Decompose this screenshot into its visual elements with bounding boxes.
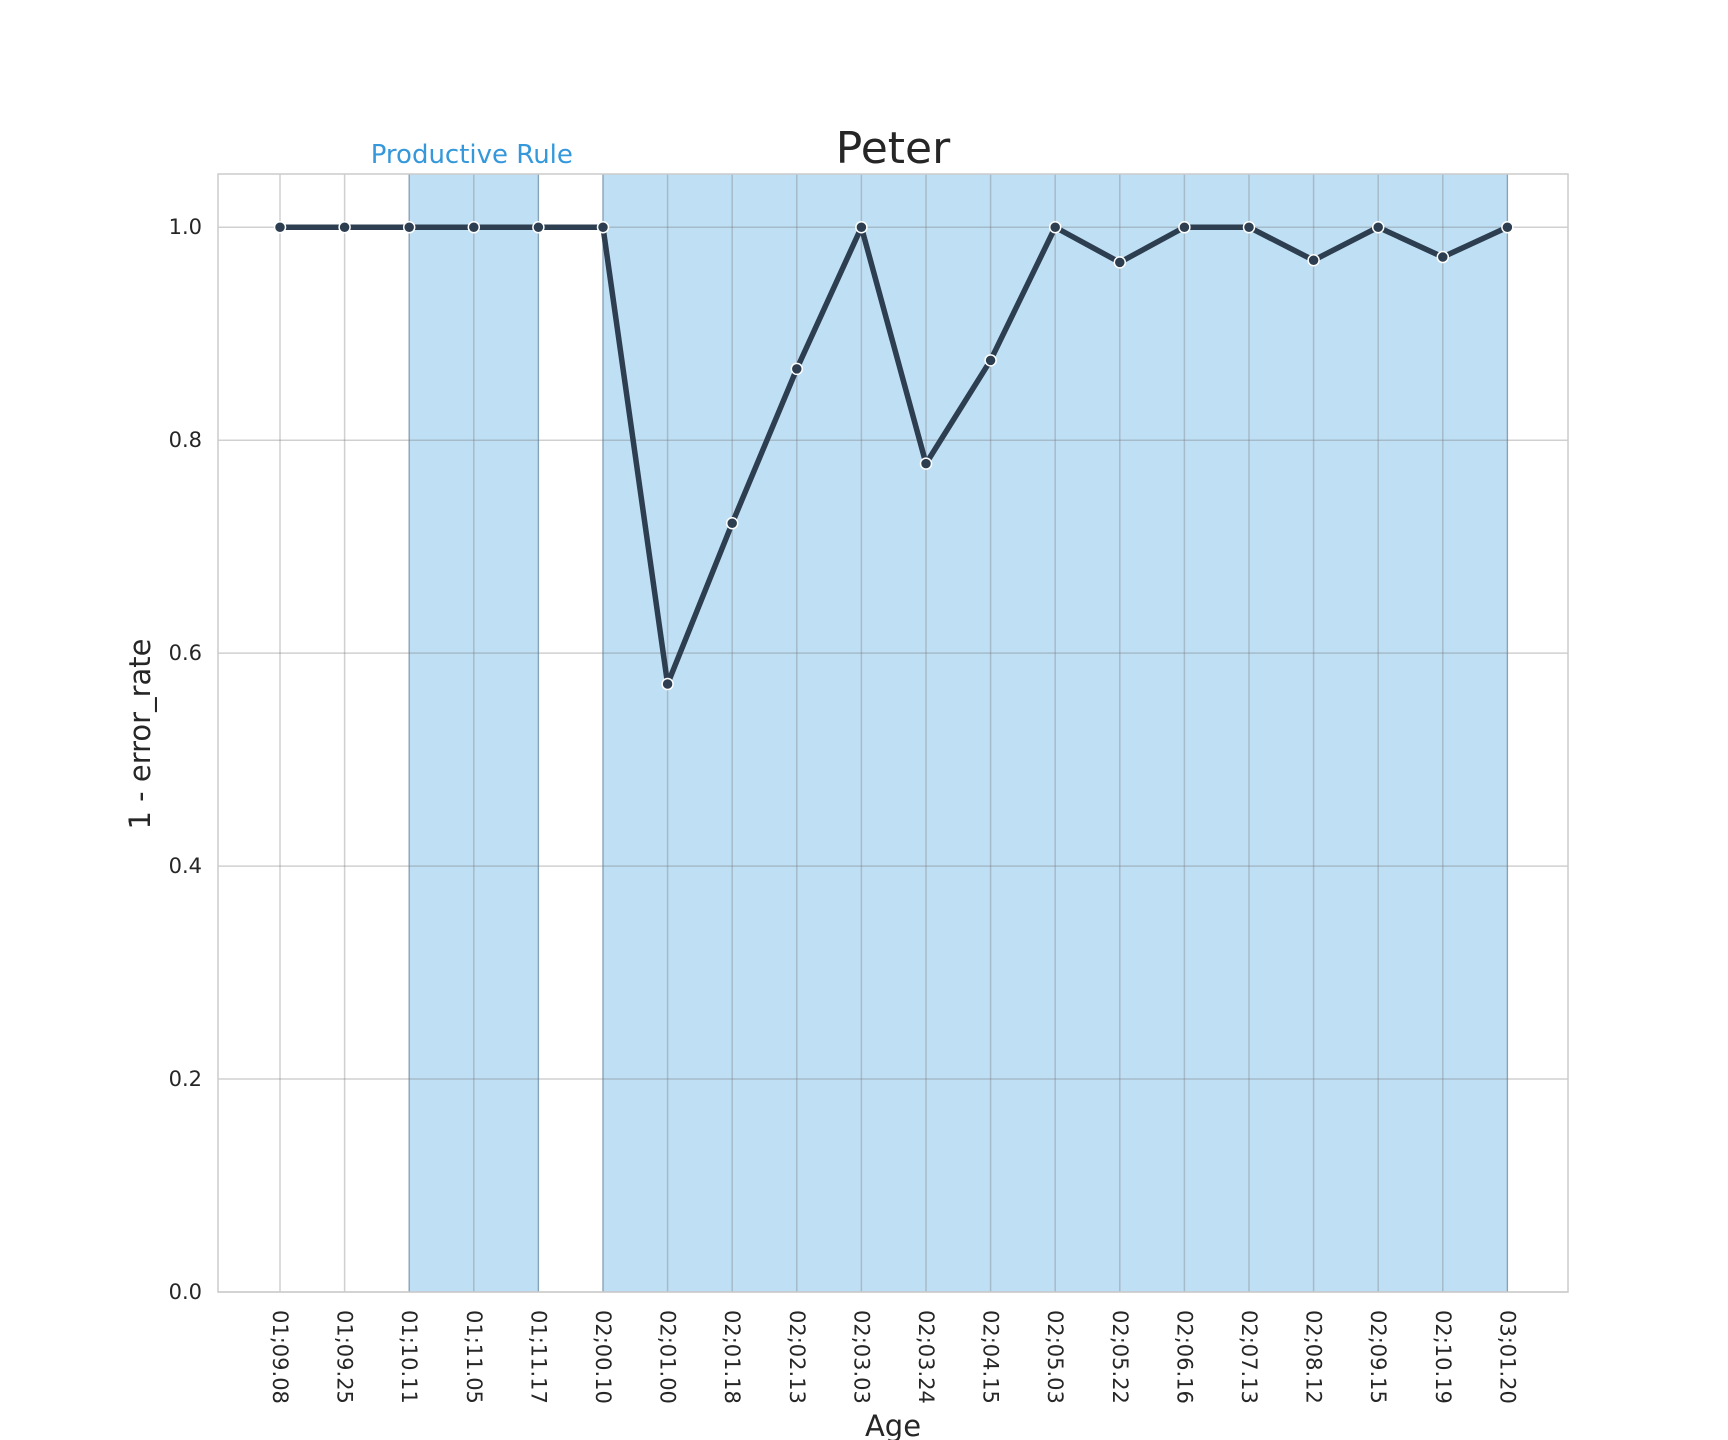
data-point — [855, 220, 868, 234]
x-tick-label: 01;09.25 — [333, 1310, 357, 1404]
plot-frame — [217, 173, 1569, 1293]
x-tick-label: 02;09.15 — [1366, 1310, 1390, 1404]
x-axis-label: Age — [865, 1409, 921, 1440]
x-tick-label: 02;06.16 — [1172, 1310, 1196, 1404]
data-point — [1178, 220, 1191, 234]
x-tick-label: 02;02.13 — [785, 1310, 809, 1404]
x-tick-label: 02;00.10 — [591, 1310, 615, 1404]
x-tick-label: 02;07.13 — [1237, 1310, 1261, 1404]
data-point — [1113, 256, 1127, 269]
data-point — [919, 457, 933, 470]
data-point — [596, 220, 610, 234]
x-tick-label: 02;04.15 — [979, 1310, 1003, 1404]
data-point — [402, 220, 416, 234]
data-point — [1436, 250, 1450, 264]
y-tick-label: 1.0 — [169, 215, 202, 239]
x-tick-label: 02;05.22 — [1108, 1310, 1132, 1404]
y-tick-label: 0.2 — [169, 1067, 202, 1091]
x-tick-label: 02;01.18 — [720, 1310, 744, 1404]
data-point — [725, 516, 739, 530]
y-tick-label: 0.8 — [169, 428, 202, 452]
data-point — [1307, 253, 1320, 267]
data-point — [1501, 220, 1514, 234]
series-polyline — [277, 224, 1511, 687]
data-point — [532, 220, 545, 234]
x-tick-label: 02;08.12 — [1302, 1310, 1326, 1404]
x-tick-labels: 01;09.08 01;09.25 01;10.11 01;11.05 01;11.17… — [268, 1310, 1519, 1404]
y-tick-labels: 0.0 0.2 0.4 0.6 0.8 1.0 — [169, 215, 202, 1304]
x-tick-label: 01;11.17 — [526, 1310, 550, 1404]
data-point — [1242, 220, 1256, 234]
chart-title: Peter — [836, 123, 951, 174]
data-point — [273, 220, 287, 234]
x-tick-label: 03;01.20 — [1495, 1310, 1519, 1404]
shaded-region-1 — [409, 174, 539, 1292]
series-points — [273, 220, 1514, 691]
shaded-region-2 — [603, 174, 1508, 1292]
x-tick-label: 01;09.08 — [268, 1310, 292, 1404]
data-point — [1371, 220, 1385, 234]
shaded-regions — [408, 174, 1509, 1292]
x-tick-label: 02;01.00 — [656, 1310, 680, 1404]
x-tick-label: 02;03.24 — [914, 1310, 938, 1404]
y-axis-label: 1 - error_rate — [123, 639, 157, 830]
x-tick-label: 02;05.03 — [1043, 1310, 1067, 1404]
data-point — [984, 354, 997, 367]
data-point — [467, 220, 481, 234]
data-point — [790, 362, 804, 376]
x-tick-label: 01;10.11 — [397, 1310, 421, 1404]
y-tick-label: 0.6 — [169, 641, 202, 665]
data-point — [1048, 220, 1062, 234]
data-point — [661, 677, 674, 691]
x-tick-label: 01;11.05 — [462, 1310, 486, 1404]
x-tick-label: 02;10.19 — [1431, 1310, 1455, 1404]
data-point — [338, 220, 351, 234]
x-tick-label: 02;03.03 — [849, 1310, 873, 1404]
series-line — [277, 224, 1511, 687]
y-tick-label: 0.0 — [169, 1280, 202, 1304]
y-tick-label: 0.4 — [169, 854, 202, 878]
productive-rule-annotation: Productive Rule — [371, 140, 573, 170]
